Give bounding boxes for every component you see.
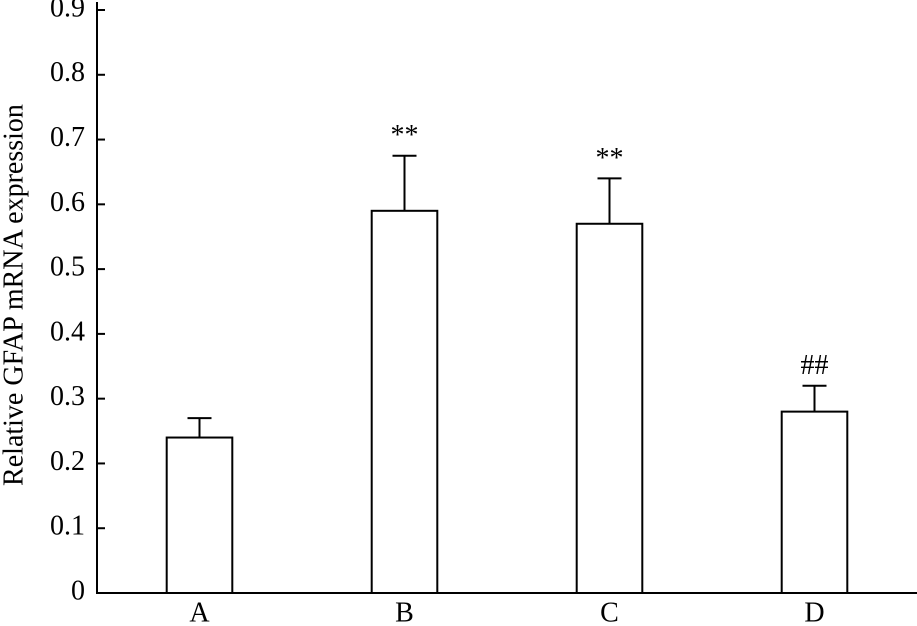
y-tick-label: 0.3 bbox=[50, 381, 85, 412]
x-tick-label: C bbox=[600, 597, 619, 626]
bar bbox=[780, 410, 849, 594]
bar bbox=[165, 436, 234, 594]
x-tick-label: D bbox=[804, 597, 824, 626]
annotation: ** bbox=[391, 120, 419, 151]
y-tick-label: 0.1 bbox=[50, 511, 85, 542]
error-bar bbox=[802, 384, 827, 412]
y-tick-label: 0 bbox=[71, 575, 85, 606]
bar bbox=[370, 209, 439, 595]
error-bar bbox=[392, 154, 417, 211]
y-tick-label: 0.4 bbox=[50, 316, 85, 347]
y-tick-label: 0.8 bbox=[50, 57, 85, 88]
y-tick-label: 0.7 bbox=[50, 122, 85, 153]
annotation: ## bbox=[801, 350, 829, 381]
annotation: ** bbox=[596, 143, 624, 174]
x-tick-label: B bbox=[395, 597, 414, 626]
y-tick-label: 0.2 bbox=[50, 446, 85, 477]
error-bar bbox=[187, 417, 212, 438]
y-tick-label: 0.6 bbox=[50, 187, 85, 218]
y-tick-label: 0.5 bbox=[50, 252, 85, 283]
bar bbox=[575, 222, 644, 594]
y-tick-label: 0.9 bbox=[50, 0, 85, 23]
error-bar bbox=[597, 177, 622, 224]
y-axis-label: Relative GFAP mRNA expression bbox=[0, 104, 29, 486]
x-tick-label: A bbox=[189, 597, 210, 626]
